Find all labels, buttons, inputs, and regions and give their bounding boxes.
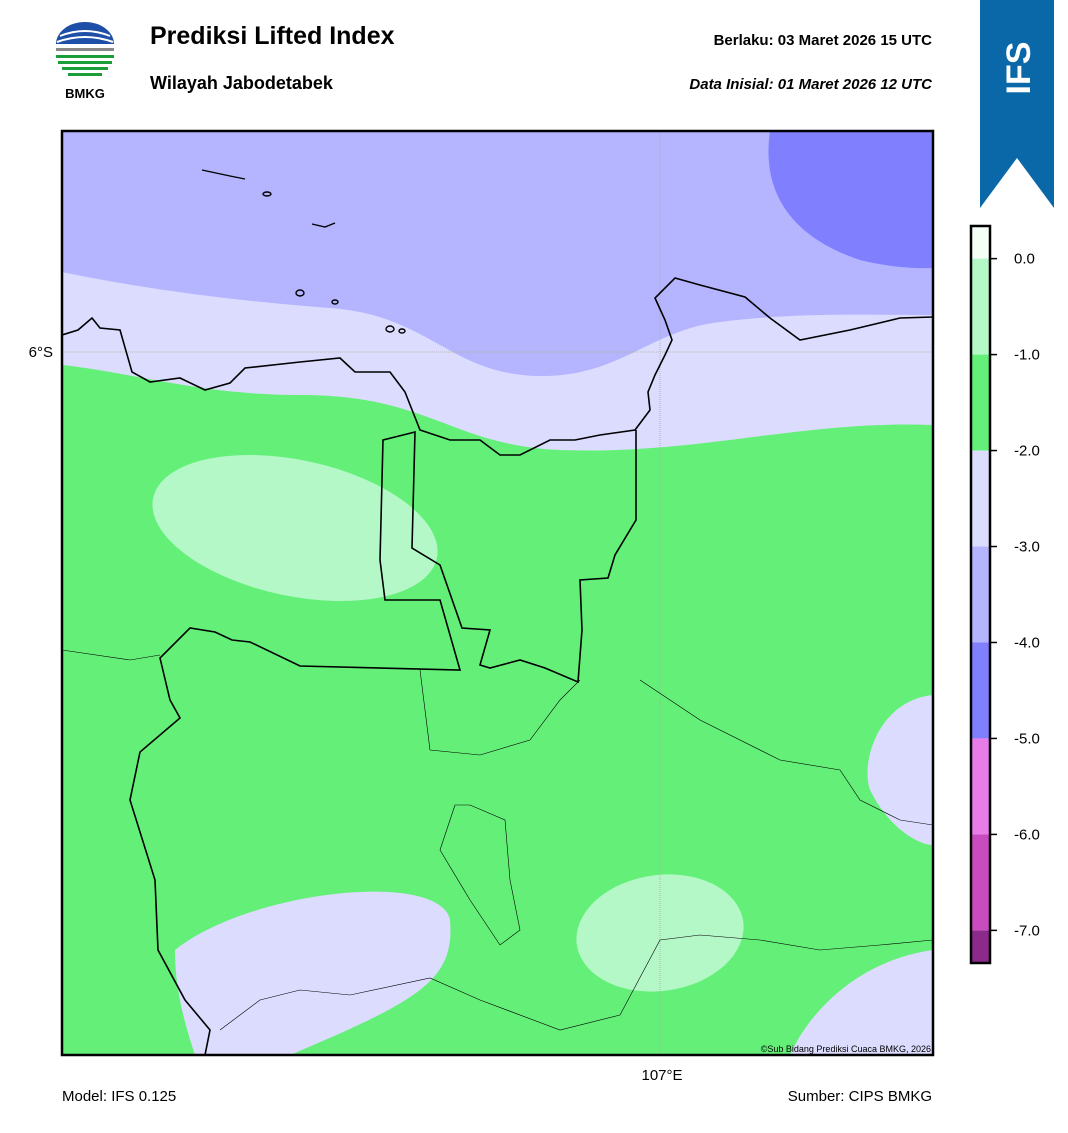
map-frame — [60, 129, 935, 1057]
bmkg-logo: BMKG — [56, 22, 114, 101]
colorbar-tick-label: -3.0 — [1014, 539, 1040, 556]
colorbar-tick-label: -4.0 — [1014, 634, 1040, 651]
lon-label: 107°E — [641, 1067, 682, 1084]
colorbar-tick-label: -6.0 — [1014, 826, 1040, 843]
badge-text: IFS — [1000, 42, 1038, 95]
colorbar-tick-label: -7.0 — [1014, 922, 1040, 939]
colorbar-frame — [969, 224, 992, 965]
valid-time: Berlaku: 03 Maret 2026 15 UTC — [714, 32, 933, 49]
subtitle: Wilayah Jabodetabek — [150, 73, 334, 93]
colorbar-tick-label: 0.0 — [1014, 251, 1035, 268]
map: ©Sub Bidang Prediksi Cuaca BMKG, 2026 — [62, 131, 933, 1055]
initial-time: Data Inisial: 01 Maret 2026 12 UTC — [689, 76, 933, 93]
colorbar-segment — [971, 258, 990, 355]
colorbar: 0.0 -1.0 -2.0 -3.0 -4.0 -5.0 -6.0 -7.0 — [969, 224, 1040, 965]
colorbar-tick-label: -1.0 — [1014, 347, 1040, 364]
colorbar-segment — [971, 450, 990, 547]
logo-text: BMKG — [65, 86, 105, 101]
colorbar-segment — [971, 834, 990, 931]
colorbar-segment — [971, 930, 990, 963]
colorbar-tick-label: -2.0 — [1014, 443, 1040, 460]
colorbar-tick-label: -5.0 — [1014, 730, 1040, 747]
title: Prediksi Lifted Index — [150, 22, 395, 50]
ifs-badge — [980, 0, 1054, 208]
colorbar-segment — [971, 546, 990, 643]
colorbar-segment — [971, 738, 990, 835]
model-label: Model: IFS 0.125 — [62, 1088, 176, 1105]
credit: ©Sub Bidang Prediksi Cuaca BMKG, 2026 — [761, 1044, 931, 1054]
colorbar-segment — [971, 642, 990, 739]
colorbar-segment — [971, 354, 990, 451]
colorbar-segment — [971, 226, 990, 259]
lat-label: 6°S — [29, 344, 53, 361]
source-label: Sumber: CIPS BMKG — [788, 1088, 932, 1105]
